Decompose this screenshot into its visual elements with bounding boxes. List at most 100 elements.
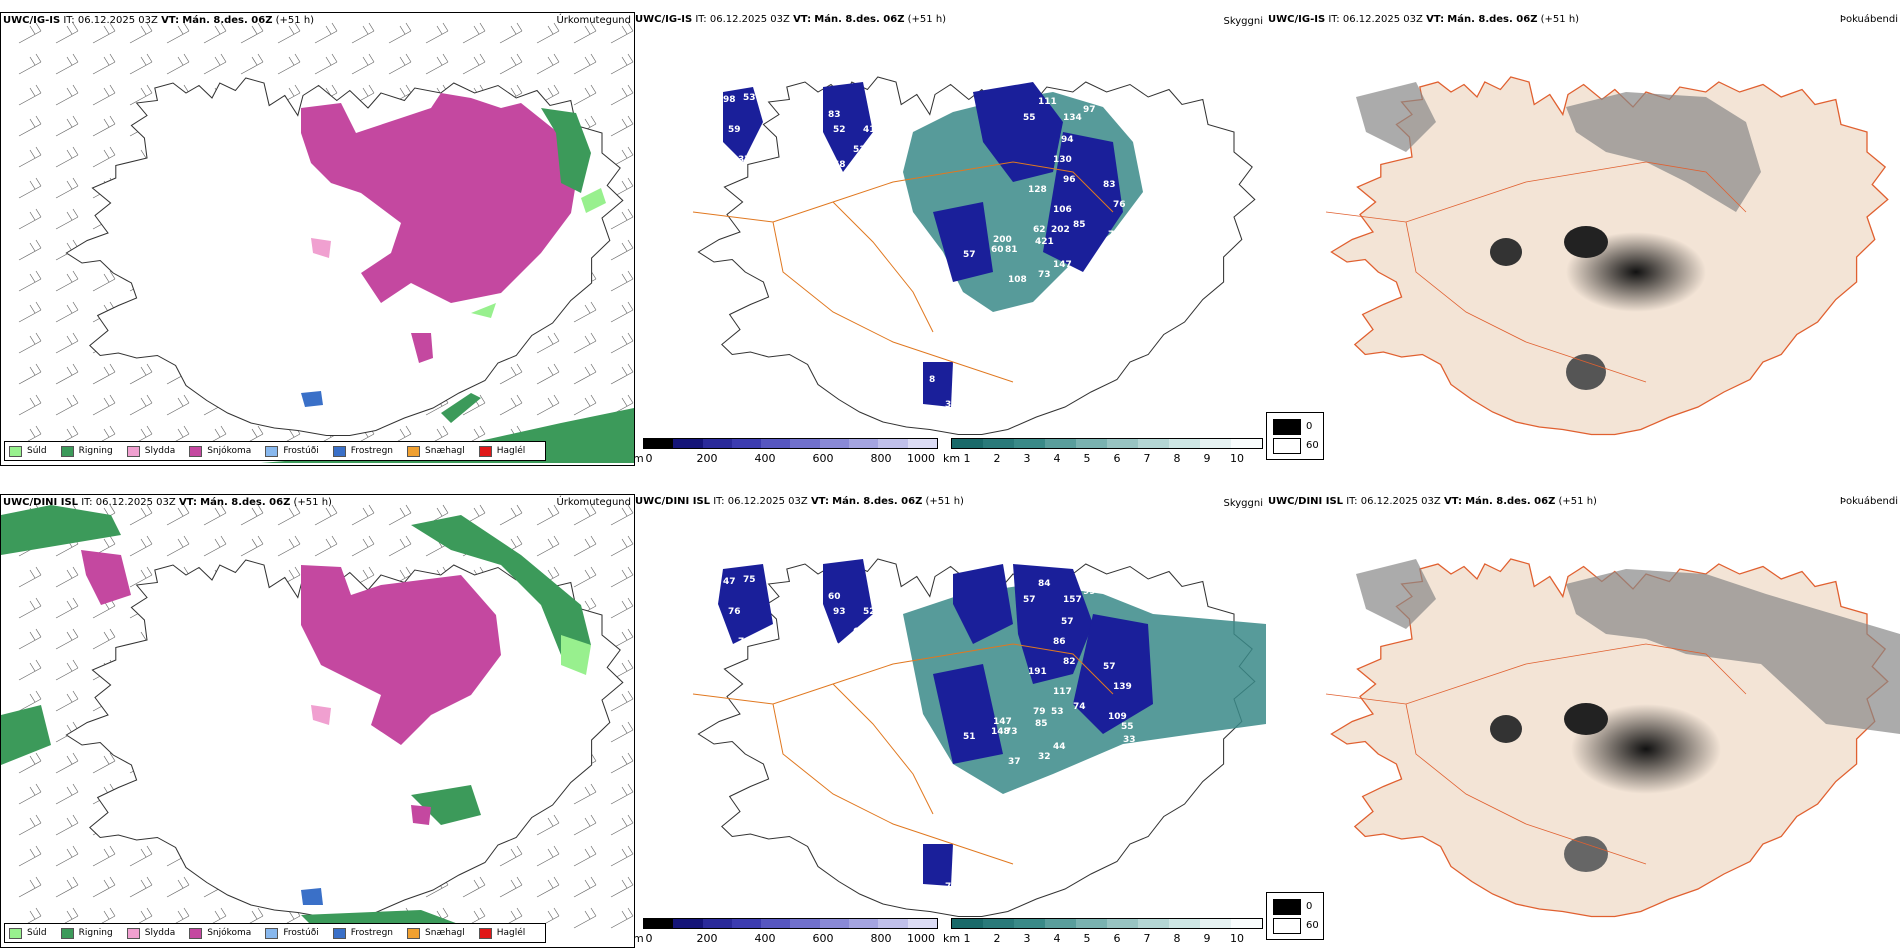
cbar-tick: 800 (870, 932, 892, 945)
wind-barb (610, 239, 634, 261)
wind-barb (536, 53, 560, 75)
snow-depth-label: 47 (723, 577, 736, 587)
panel-title: UWC/DINI ISL IT: 06.12.2025 03Z VT: Mán.… (3, 497, 332, 508)
wind-barb (610, 22, 634, 44)
cbar-tick: 800 (870, 452, 892, 464)
wind-barb (203, 53, 227, 75)
cbar-tick: 8 (1173, 932, 1181, 945)
wind-barb (499, 363, 523, 385)
snow-depth-label: 200 (993, 235, 1012, 245)
wind-barb (55, 146, 79, 168)
cbar-tick: 0 (645, 932, 653, 945)
cbar-tick: 8 (1173, 452, 1181, 464)
wind-barb (610, 907, 634, 929)
wind-barb (573, 363, 597, 385)
wind-barb (92, 876, 116, 898)
snow-depth-label: 147 (1053, 260, 1072, 270)
cbar-tick: 6 (1113, 452, 1121, 464)
snow-depth-label: 73 (1005, 727, 1018, 737)
wind-barb (92, 22, 116, 44)
wind-barb (129, 504, 153, 526)
wind-barb (573, 783, 597, 805)
snow-depth-label: 96 (1063, 175, 1076, 185)
wind-barb (18, 84, 42, 106)
panel-type: Úrkomutegund (556, 15, 631, 26)
wind-barb (277, 504, 301, 526)
wind-barb (610, 504, 634, 526)
wind-barb (610, 84, 634, 106)
snow-depth-label: 70 (753, 175, 766, 185)
wind-barb (18, 659, 42, 681)
snow-depth-label: 74 (1073, 702, 1086, 712)
wind-barb (18, 363, 42, 385)
wind-barb (55, 659, 79, 681)
snow-depth-label: 93 (833, 607, 846, 617)
cbar-tick: 400 (754, 932, 776, 945)
wind-barb (55, 270, 79, 292)
cbar-unit: km (943, 452, 961, 464)
wind-barb (388, 53, 412, 75)
wind-barb (92, 146, 116, 168)
snow-depth-label: 202 (1051, 225, 1070, 235)
snow-depth-label: 45 (743, 677, 756, 687)
snow-depth-label: 139 (1113, 682, 1132, 692)
wind-barb (610, 783, 634, 805)
wind-barb (92, 115, 116, 137)
wind-barb (610, 845, 634, 867)
snow-depth-label: 48 (1121, 240, 1134, 250)
legend-item: Rigning (60, 445, 113, 457)
wind-barb (55, 53, 79, 75)
legend-item: Snjókoma (189, 445, 251, 457)
snow-depth-label: 84 (1038, 579, 1051, 589)
cbar-tick: 1 (963, 932, 971, 945)
snow-depth-label: 57 (1061, 617, 1074, 627)
snow-depth-label: 55 (1023, 113, 1036, 123)
cbar-tick: 0 (645, 452, 653, 464)
wind-barb (55, 84, 79, 106)
cbar-tick: 5 (1083, 452, 1091, 464)
wind-barb (203, 535, 227, 557)
wind-barb (610, 566, 634, 588)
wind-barb (536, 535, 560, 557)
wind-barb (610, 115, 634, 137)
height-colorbar: m 0 200 400 600 800 1000 (633, 916, 938, 946)
precip-legend: Súld Rigning Slydda Snjókoma Frostúði Fr… (4, 923, 547, 943)
wind-barb (18, 301, 42, 323)
wind-barb (425, 22, 449, 44)
snow-depth-label: 98 (723, 95, 736, 105)
snow-depth-label: 85 (1035, 719, 1048, 729)
snow-depth-label: 76 (728, 607, 741, 617)
wind-barb (462, 53, 486, 75)
snow-depth-label: 421 (1035, 237, 1054, 247)
snow-depth-label: 39 (1103, 285, 1116, 295)
snow-depth-label: 65 (1063, 335, 1076, 345)
wind-barb (536, 814, 560, 836)
cbar-tick: 9 (1203, 932, 1211, 945)
cbar-tick: 6 (1113, 932, 1121, 945)
snow-depth-label: 106 (1053, 205, 1072, 215)
wind-barb (55, 301, 79, 323)
legend-item: Haglél (478, 927, 525, 939)
snow-depth-label: 37 (738, 155, 751, 165)
wind-barb (55, 690, 79, 712)
cbar-tick: 2 (993, 452, 1001, 464)
wind-barb (166, 535, 190, 557)
cbar-tick: 3 (1023, 452, 1031, 464)
wind-barb (610, 301, 634, 323)
wind-barb (610, 876, 634, 898)
snow-depth-label: 57 (963, 250, 976, 260)
wind-barb (573, 332, 597, 354)
snow-depth-label: 41 (863, 125, 876, 135)
panel-title: UWC/IG-IS IT: 06.12.2025 03Z VT: Mán. 8.… (3, 15, 315, 26)
wind-barb (55, 177, 79, 199)
cbar-tick: 600 (812, 452, 834, 464)
wind-barb (314, 504, 338, 526)
wind-barb (425, 53, 449, 75)
wind-barb (573, 535, 597, 557)
legend-item: Frostúði (265, 445, 319, 457)
precip-panel-top: UWC/IG-IS IT: 06.12.2025 03Z VT: Mán. 8.… (0, 12, 635, 466)
wind-barb (55, 597, 79, 619)
wind-barb (129, 363, 153, 385)
wind-barb (18, 53, 42, 75)
precip-snow-areas (301, 93, 576, 363)
